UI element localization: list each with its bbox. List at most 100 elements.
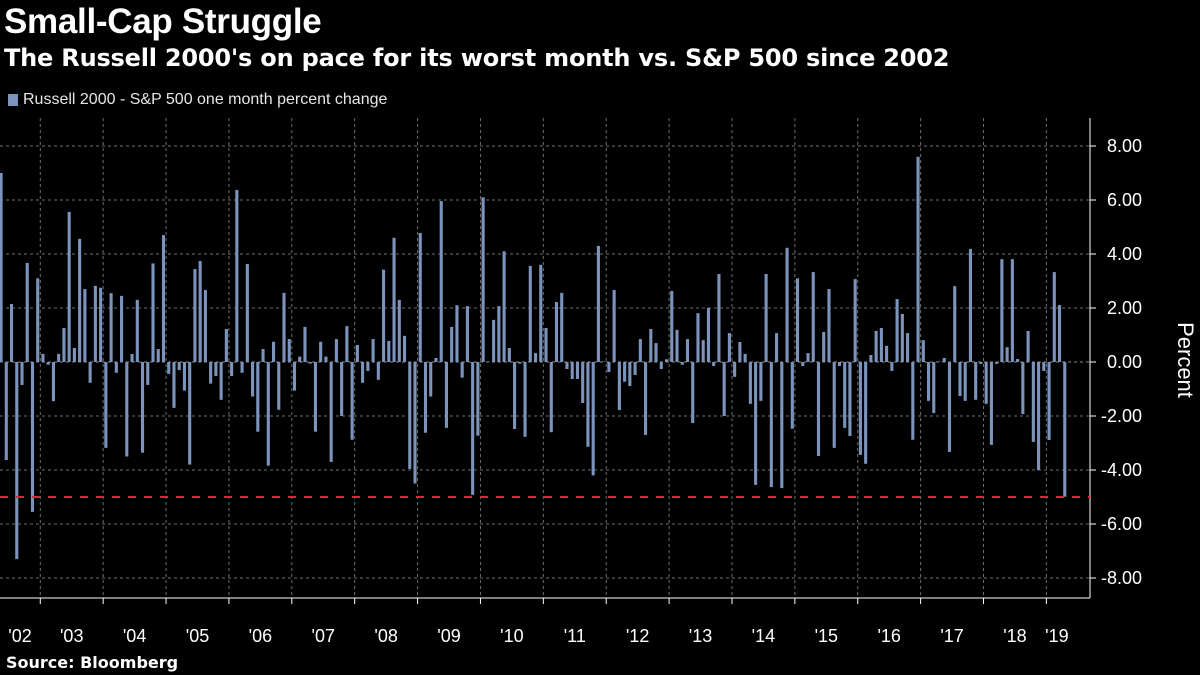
bar bbox=[733, 362, 737, 377]
x-tick-label: '06 bbox=[249, 626, 272, 646]
bar bbox=[429, 362, 433, 397]
bar bbox=[785, 247, 789, 362]
x-tick-label: '03 bbox=[60, 626, 83, 646]
bar bbox=[465, 306, 469, 362]
bar bbox=[911, 362, 915, 440]
bar bbox=[492, 319, 496, 362]
bar bbox=[282, 292, 286, 362]
bar bbox=[392, 237, 396, 362]
source-note: Source: Bloomberg bbox=[6, 653, 179, 672]
x-tick-label: '18 bbox=[1003, 626, 1026, 646]
x-tick-label: '04 bbox=[123, 626, 146, 646]
bar bbox=[921, 340, 925, 362]
bar bbox=[659, 362, 663, 370]
bar bbox=[712, 362, 716, 367]
bar bbox=[476, 362, 480, 436]
bar bbox=[313, 362, 317, 432]
bar bbox=[780, 362, 784, 489]
bar bbox=[20, 362, 24, 385]
bar bbox=[968, 248, 972, 362]
bar bbox=[539, 264, 543, 362]
bar bbox=[575, 362, 579, 380]
bar bbox=[444, 362, 448, 428]
bar bbox=[298, 356, 302, 362]
bar bbox=[743, 353, 747, 362]
bar bbox=[72, 347, 76, 362]
bar bbox=[382, 269, 386, 362]
bar bbox=[460, 362, 464, 378]
bar bbox=[586, 362, 590, 447]
bar bbox=[953, 286, 957, 362]
bar bbox=[926, 362, 931, 401]
bar bbox=[214, 362, 218, 377]
y-tick-label: 2.00 bbox=[1107, 298, 1142, 318]
bar bbox=[0, 173, 3, 362]
bar bbox=[811, 272, 815, 362]
bar bbox=[518, 362, 522, 364]
bar bbox=[156, 349, 160, 362]
bar bbox=[727, 333, 731, 362]
bar bbox=[219, 362, 223, 400]
bar bbox=[554, 302, 559, 362]
bar bbox=[533, 353, 538, 362]
bar bbox=[308, 362, 312, 364]
bar bbox=[890, 362, 894, 371]
bar bbox=[104, 362, 108, 448]
bar bbox=[942, 357, 946, 362]
bar bbox=[638, 339, 642, 362]
bar bbox=[853, 279, 857, 362]
bar bbox=[423, 362, 428, 433]
bar bbox=[397, 299, 401, 362]
x-tick-label: '12 bbox=[626, 626, 649, 646]
bar bbox=[355, 344, 359, 362]
bar bbox=[9, 303, 14, 362]
bar bbox=[764, 273, 768, 362]
bar bbox=[722, 362, 726, 416]
y-tick-label: -4.00 bbox=[1101, 460, 1142, 480]
bar bbox=[649, 329, 653, 362]
bar bbox=[974, 362, 978, 400]
bar bbox=[748, 362, 752, 404]
bar bbox=[376, 362, 380, 380]
bar bbox=[769, 362, 773, 488]
bar bbox=[858, 362, 862, 455]
bar bbox=[340, 362, 344, 416]
bar bbox=[544, 327, 548, 362]
bar bbox=[827, 289, 831, 362]
bar bbox=[664, 359, 669, 362]
bar bbox=[801, 362, 805, 367]
bar bbox=[455, 305, 459, 362]
bar bbox=[995, 362, 999, 364]
bar bbox=[947, 362, 952, 452]
bar bbox=[256, 362, 260, 432]
bar bbox=[161, 235, 166, 362]
bar bbox=[182, 362, 186, 391]
chart-title: Small-Cap Struggle bbox=[4, 2, 322, 41]
bar bbox=[963, 362, 967, 401]
y-tick-label: 6.00 bbox=[1107, 190, 1142, 210]
bar bbox=[203, 289, 207, 362]
bar bbox=[916, 156, 920, 362]
bar bbox=[146, 362, 150, 385]
bar bbox=[984, 362, 988, 404]
bar bbox=[413, 362, 417, 484]
bar bbox=[685, 339, 690, 362]
bar bbox=[596, 245, 600, 362]
bar bbox=[759, 362, 763, 401]
bar bbox=[78, 238, 82, 362]
bar bbox=[513, 362, 517, 429]
bar bbox=[1042, 362, 1046, 371]
bar bbox=[633, 362, 637, 375]
bar bbox=[979, 362, 983, 364]
bar bbox=[140, 362, 145, 453]
bar bbox=[869, 354, 873, 362]
legend-swatch bbox=[8, 94, 18, 106]
bar bbox=[93, 285, 97, 362]
bar bbox=[602, 361, 606, 362]
bar bbox=[193, 269, 197, 362]
x-tick-label: '11 bbox=[564, 626, 586, 646]
bar bbox=[523, 362, 527, 437]
bar bbox=[366, 362, 370, 371]
bar bbox=[937, 361, 941, 362]
bar bbox=[172, 362, 176, 408]
